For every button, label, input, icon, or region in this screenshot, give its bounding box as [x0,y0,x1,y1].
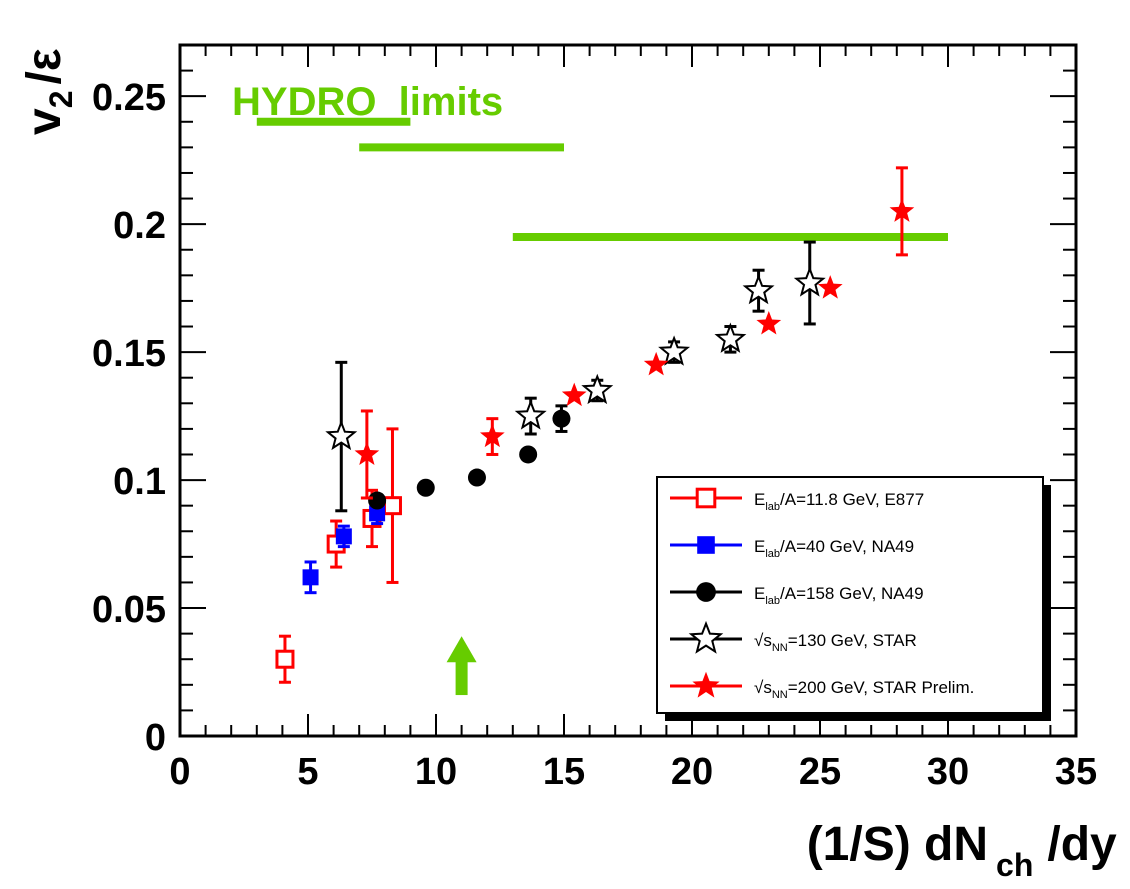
data-point [643,351,669,376]
legend-entry-3: Elab/A=158 GeV, NA49 [670,582,924,607]
legend-marker [688,620,724,654]
legend-entry-2: Elab/A=40 GeV, NA49 [670,536,914,560]
x-tick-label: 5 [297,751,318,793]
x-tick-label: 35 [1055,751,1097,793]
x-tick-label: 25 [799,751,841,793]
legend-box [656,476,1044,714]
legend-label-pre: E [754,584,765,603]
legend-marker [695,487,717,509]
y-axis-title: v2/ε [18,48,79,135]
legend-label: √sNN=130 GeV, STAR [754,631,917,654]
x-tick-label: 0 [169,751,190,793]
legend-label-sub: NN [772,642,788,654]
series-2 [302,501,386,595]
y-tick-label: 0.15 [92,333,166,375]
data-point [325,419,358,451]
data-point [793,266,826,297]
x-tick-label: 30 [927,751,969,793]
arrow-head [446,636,477,663]
series-5 [354,166,915,500]
hydro-limits [256,117,948,696]
data-point [756,310,782,335]
data-marks [275,166,915,684]
x-tick-label: 15 [543,751,585,793]
x-axis-title-rest: /dy [1047,818,1117,871]
x-axis-title-sub: ch [996,847,1033,883]
data-point [382,496,402,516]
data-point [354,441,380,465]
legend-label-post: =130 GeV, STAR [788,631,917,650]
data-point [369,505,386,522]
data-point [658,335,691,366]
data-point [817,275,843,299]
legend-label: Elab/A=158 GeV, NA49 [754,584,924,607]
legend-marker [697,536,715,554]
legend-label: Elab/A=40 GeV, NA49 [754,537,914,560]
x-axis-title-main: (1/S) dN [807,818,988,871]
y-axis-title-sub: 2 [43,91,79,109]
x-tick-label: 20 [671,751,713,793]
data-point [552,409,571,428]
data-point [561,382,587,407]
data-point [335,528,352,545]
data-point [479,423,505,448]
series-4 [325,240,826,513]
data-point [302,569,319,586]
y-tick-label: 0 [145,717,166,759]
legend-label-pre: √s [754,631,772,650]
data-point [714,322,747,353]
legend-label: √sNN=200 GeV, STAR Prelim. [754,678,974,701]
legend-label-pre: √s [754,678,772,697]
plot-frame [178,43,1078,738]
legend-label-sub: lab [765,548,780,560]
y-axis-title-rest: /ε [18,48,71,84]
hydro-limits-label: HYDRO limits [232,80,503,124]
legend-entry-4: √sNN=130 GeV, STAR [670,620,917,654]
y-tick-label: 0.05 [92,589,166,631]
data-point [514,399,547,430]
y-axis-title-main: v [18,108,71,135]
legend-label-post: /A=158 GeV, NA49 [780,584,924,603]
legend-label-post: =200 GeV, STAR Prelim. [788,678,975,697]
data-point [368,491,387,510]
legend-marker [692,671,720,698]
data-point [889,198,915,222]
legend-label: Elab/A=11.8 GeV, E877 [754,490,924,513]
axis-ticks [179,45,1077,737]
data-point [742,273,775,305]
legend-label-post: /A=11.8 GeV, E877 [780,490,924,509]
series-3 [368,404,571,510]
legend-entry-1: Elab/A=11.8 GeV, E877 [670,487,924,513]
y-tick-label: 0.2 [113,205,166,247]
legend-marker [696,582,716,602]
y-tick-label: 0.25 [92,77,166,119]
legend-label-post: /A=40 GeV, NA49 [780,537,914,556]
legend-label-pre: E [754,490,765,509]
x-tick-label: 10 [415,751,457,793]
x-axis-title: (1/S) dN ch/dy [740,818,1130,883]
data-point [519,445,538,464]
legend-label-sub: lab [765,501,780,513]
data-point [275,649,295,669]
data-point [581,373,614,405]
arrow-shaft [455,660,468,696]
data-point [416,478,435,497]
axis-tick-labels: 0 5 10 15 20 25 30 35 0 0.05 0.1 0.15 0.2 0.25 [92,77,1097,793]
legend-label-sub: lab [765,595,780,607]
y-tick-label: 0.1 [113,461,166,503]
legend-entry-5: √sNN=200 GeV, STAR Prelim. [670,671,974,701]
legend-label-sub: NN [772,689,788,701]
legend-label-pre: E [754,537,765,556]
data-point [467,468,486,487]
